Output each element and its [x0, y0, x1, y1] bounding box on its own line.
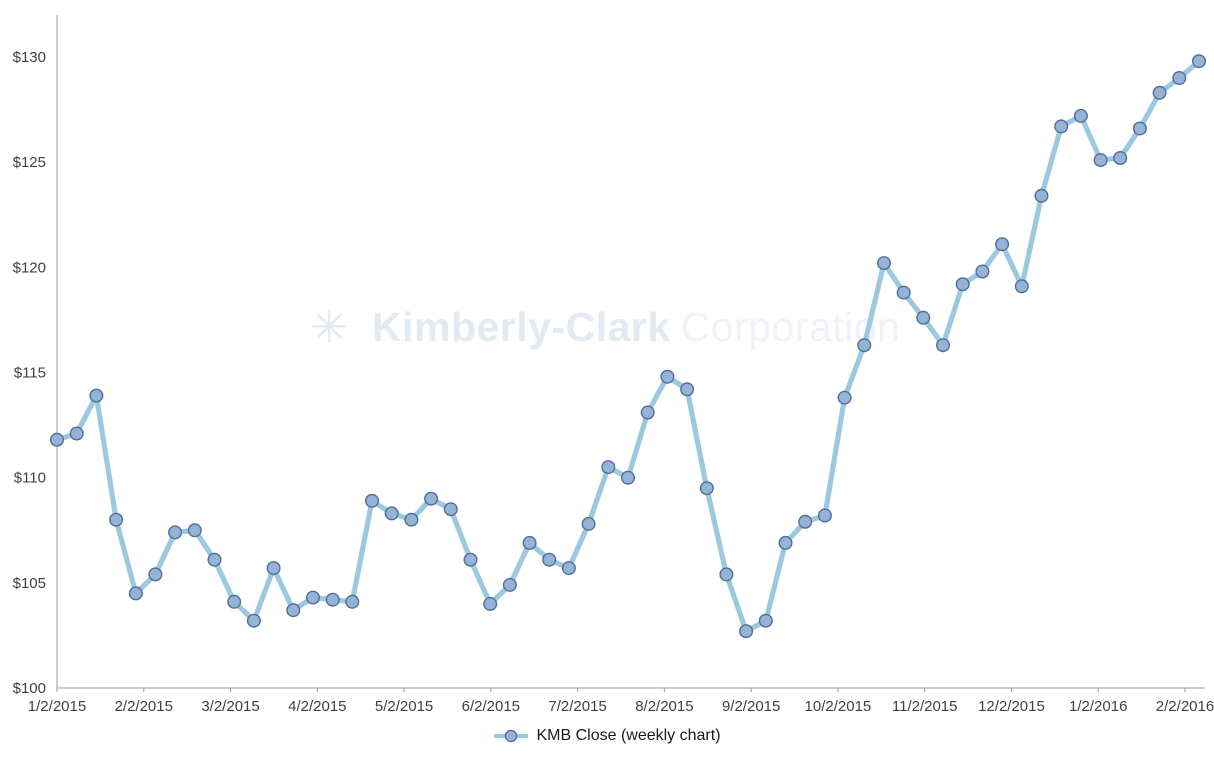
data-point-marker [109, 512, 124, 527]
data-point-marker [758, 613, 773, 628]
data-point-marker [443, 502, 458, 517]
data-point-marker [168, 525, 183, 540]
data-point-marker [227, 594, 242, 609]
data-point-marker [621, 470, 636, 485]
y-axis-labels: $100 $105 $110 $115 $120 $125 $130 [13, 49, 46, 697]
y-tick-label: $120 [13, 259, 46, 276]
y-tick-label: $100 [13, 680, 46, 697]
data-point-marker [877, 256, 892, 271]
x-tick-label: 9/2/2015 [722, 698, 780, 714]
data-point-marker [1132, 121, 1147, 136]
data-point-marker [424, 491, 439, 506]
data-point-marker [1152, 85, 1167, 100]
data-point-marker [680, 382, 695, 397]
data-point-marker [89, 388, 104, 403]
data-point-marker [345, 594, 360, 609]
data-point-marker [1034, 188, 1049, 203]
data-point-marker [483, 596, 498, 611]
data-point-marker [50, 432, 65, 447]
data-point-marker [798, 514, 813, 529]
data-point-marker [601, 460, 616, 475]
x-tick-label: 8/2/2015 [635, 698, 693, 714]
data-point-marker [857, 338, 872, 353]
x-tick-label: 3/2/2015 [201, 698, 259, 714]
x-tick-label: 4/2/2015 [288, 698, 346, 714]
y-tick-label: $115 [14, 365, 46, 382]
data-point-marker [1172, 70, 1187, 85]
data-point-marker [286, 603, 301, 618]
data-point-marker [325, 592, 340, 607]
data-point-marker [69, 426, 84, 441]
kmb-close-line-chart: $100 $105 $110 $115 $120 $125 $130 1/2/2015 2/2/… [13, 15, 1214, 714]
y-tick-label: $105 [13, 575, 46, 592]
data-point-marker [384, 506, 399, 521]
x-tick-label: 1/2/2016 [1069, 698, 1127, 714]
x-tick-label: 11/2/2015 [892, 698, 958, 714]
y-tick-label: $130 [13, 49, 46, 66]
chart-legend: KMB Close (weekly chart) [0, 727, 1214, 745]
data-point-marker [837, 390, 852, 405]
data-point-marker [365, 493, 380, 508]
x-tick-label: 6/2/2015 [462, 698, 520, 714]
x-tick-label: 1/2/2015 [28, 698, 86, 714]
data-point-marker [581, 516, 596, 531]
data-point-marker [463, 552, 478, 567]
series-markers [50, 54, 1206, 639]
x-tick-label: 10/2/2015 [805, 698, 872, 714]
data-point-marker [246, 613, 261, 628]
data-point-marker [699, 481, 714, 496]
watermark-text: Kimberly-Clark Corporation [372, 304, 900, 350]
data-point-marker [542, 552, 557, 567]
data-point-marker [1093, 153, 1108, 168]
data-point-marker [404, 512, 419, 527]
data-point-marker [128, 586, 143, 601]
data-point-marker [916, 310, 931, 325]
data-point-marker [739, 624, 754, 639]
data-point-marker [561, 561, 576, 576]
data-point-marker [719, 567, 734, 582]
data-point-marker [522, 535, 537, 550]
data-point-marker [975, 264, 990, 279]
legend-marker-icon [494, 729, 529, 743]
legend-label: KMB Close (weekly chart) [536, 727, 721, 744]
data-point-marker [778, 535, 793, 550]
y-tick-label: $110 [14, 470, 46, 487]
data-point-marker [955, 277, 970, 292]
data-point-marker [1113, 150, 1128, 165]
x-tick-label: 5/2/2015 [375, 698, 433, 714]
data-point-marker [896, 285, 911, 300]
y-tick-label: $125 [13, 154, 46, 171]
watermark: ✳ Kimberly-Clark Corporation [310, 301, 900, 353]
data-point-marker [1191, 54, 1206, 69]
asterisk-flower-icon: ✳ [310, 301, 349, 353]
legend-marker [505, 729, 518, 743]
data-point-marker [306, 590, 321, 605]
data-point-marker [817, 508, 832, 523]
x-axis-labels: 1/2/2015 2/2/2015 3/2/2015 4/2/2015 5/2/2015… [28, 688, 1214, 714]
data-point-marker [502, 577, 517, 592]
data-point-marker [1014, 279, 1029, 294]
x-tick-label: 12/2/2015 [978, 698, 1045, 714]
data-point-marker [1054, 119, 1069, 134]
data-point-marker [148, 567, 163, 582]
data-point-marker [207, 552, 222, 567]
data-point-marker [995, 237, 1010, 252]
data-point-marker [1073, 108, 1088, 123]
data-point-marker [660, 369, 675, 384]
x-tick-label: 2/2/2016 [1156, 698, 1214, 714]
x-tick-label: 2/2/2015 [115, 698, 173, 714]
data-point-marker [640, 405, 655, 420]
data-point-marker [936, 338, 951, 353]
data-point-marker [187, 523, 202, 538]
x-tick-label: 7/2/2015 [548, 698, 606, 714]
data-point-marker [266, 561, 281, 576]
